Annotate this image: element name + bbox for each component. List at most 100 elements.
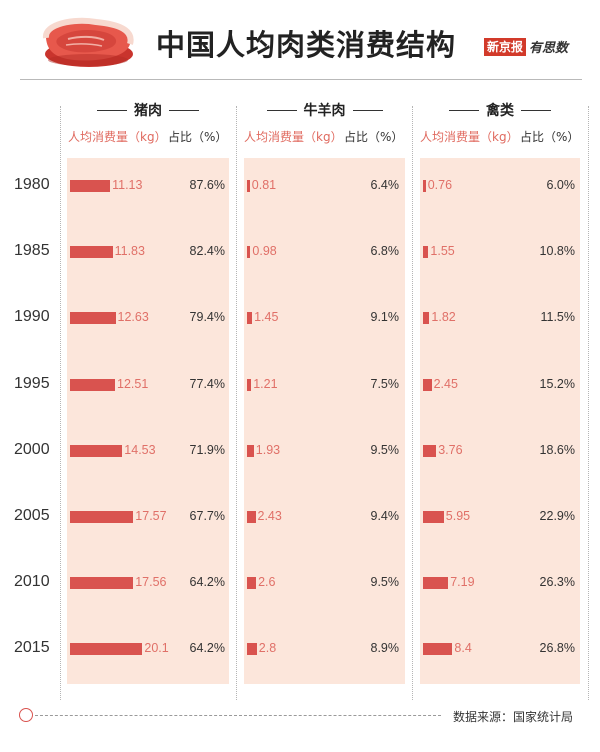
bar-poultry <box>423 643 453 655</box>
share-label-beef-mutton: 7.5% <box>370 377 400 391</box>
bar-poultry <box>423 180 426 192</box>
column-header-pork: 猪肉 <box>67 100 229 120</box>
bar-pork <box>70 246 113 258</box>
share-label-poultry: 18.6% <box>539 443 575 457</box>
brand-paper-label: 新京报 <box>484 37 527 56</box>
value-label-beef-mutton: 2.8 <box>258 641 277 655</box>
value-label-pork: 12.63 <box>117 310 149 324</box>
share-label-poultry: 26.3% <box>539 575 575 589</box>
bar-beef-mutton <box>247 312 253 324</box>
value-label-poultry: 5.95 <box>445 509 471 523</box>
column-background-pork <box>67 158 229 684</box>
value-label-beef-mutton: 1.21 <box>253 377 278 391</box>
column-background-beef-mutton <box>244 158 405 684</box>
share-label-beef-mutton: 9.5% <box>370 575 400 589</box>
column-header-poultry: 禽类 <box>420 100 580 120</box>
footer-circle-icon <box>19 708 33 722</box>
year-label: 1985 <box>14 242 50 259</box>
share-label-beef-mutton: 6.4% <box>370 178 400 192</box>
subheader-consumption: 人均消费量（kg） <box>420 130 519 144</box>
value-label-beef-mutton: 1.45 <box>254 310 279 324</box>
share-label-poultry: 22.9% <box>539 509 575 523</box>
subheader-consumption: 人均消费量（kg） <box>244 130 343 144</box>
subheader-share: 占比（%） <box>520 130 580 144</box>
bar-pork <box>70 445 123 457</box>
value-label-poultry: 2.45 <box>433 377 458 391</box>
bar-poultry <box>423 511 444 523</box>
share-label-beef-mutton: 9.5% <box>370 443 400 457</box>
column-divider <box>412 106 413 700</box>
bar-pork <box>70 312 116 324</box>
bar-beef-mutton <box>247 577 257 589</box>
share-label-poultry: 6.0% <box>546 178 576 192</box>
value-label-pork: 20.1 <box>144 641 169 655</box>
brand-logo: 新京报 有思数 <box>484 36 568 56</box>
year-label: 2010 <box>14 573 50 590</box>
bar-poultry <box>423 577 449 589</box>
share-label-pork: 79.4% <box>189 310 225 324</box>
column-header-beef-mutton: 牛羊肉 <box>244 100 405 120</box>
page-title: 中国人均肉类消费结构 <box>156 28 457 62</box>
share-label-poultry: 15.2% <box>539 377 575 391</box>
subheader-share: 占比（%） <box>168 130 228 144</box>
bar-beef-mutton <box>247 379 252 391</box>
bar-pork <box>70 643 143 655</box>
bar-beef-mutton <box>247 246 251 258</box>
value-label-pork: 14.53 <box>124 443 156 457</box>
value-label-poultry: 1.55 <box>430 244 455 258</box>
share-label-pork: 71.9% <box>189 443 225 457</box>
bar-pork <box>70 577 134 589</box>
bar-poultry <box>423 312 430 324</box>
column-divider <box>60 106 61 700</box>
column-title: 牛羊肉 <box>303 103 346 119</box>
year-label: 2015 <box>14 639 50 656</box>
year-label: 2000 <box>14 441 50 458</box>
value-label-pork: 17.57 <box>135 509 167 523</box>
share-label-pork: 67.7% <box>189 509 225 523</box>
share-label-pork: 64.2% <box>189 575 225 589</box>
value-label-pork: 11.13 <box>112 178 143 192</box>
value-label-pork: 11.83 <box>114 244 145 258</box>
meat-steak-icon <box>43 17 134 67</box>
bar-beef-mutton <box>247 180 250 192</box>
value-label-pork: 17.56 <box>135 575 167 589</box>
value-label-beef-mutton: 2.6 <box>258 575 276 589</box>
column-title: 禽类 <box>486 103 514 119</box>
bar-beef-mutton <box>247 511 256 523</box>
column-background-poultry <box>420 158 580 684</box>
bar-beef-mutton <box>247 643 257 655</box>
bar-poultry <box>423 379 432 391</box>
value-label-poultry: 7.19 <box>450 575 475 589</box>
subheader-consumption: 人均消费量（kg） <box>68 130 167 144</box>
value-label-pork: 12.51 <box>117 377 149 391</box>
column-divider <box>236 106 237 700</box>
share-label-poultry: 11.5% <box>540 310 575 324</box>
share-label-pork: 77.4% <box>189 377 225 391</box>
bar-beef-mutton <box>247 445 254 457</box>
bar-pork <box>70 511 134 523</box>
year-label: 1990 <box>14 308 50 325</box>
year-label: 1995 <box>14 375 50 392</box>
value-label-poultry: 3.76 <box>438 443 463 457</box>
subheader-share: 占比（%） <box>344 130 404 144</box>
value-label-poultry: 1.82 <box>431 310 456 324</box>
bar-pork <box>70 379 115 391</box>
bar-poultry <box>423 246 429 258</box>
year-label: 2005 <box>14 507 50 524</box>
value-label-poultry: 0.76 <box>427 178 453 192</box>
share-label-beef-mutton: 9.1% <box>370 310 400 324</box>
share-label-beef-mutton: 9.4% <box>370 509 400 523</box>
brand-script-label: 有思数 <box>529 41 569 56</box>
data-source: 数据来源：国家统计局 <box>453 710 574 724</box>
share-label-pork: 64.2% <box>189 641 225 655</box>
share-label-poultry: 10.8% <box>539 244 575 258</box>
value-label-poultry: 8.4 <box>454 641 472 655</box>
share-label-beef-mutton: 6.8% <box>370 244 400 258</box>
share-label-poultry: 26.8% <box>539 641 575 655</box>
bar-pork <box>70 180 111 192</box>
value-label-beef-mutton: 0.81 <box>251 178 277 192</box>
value-label-beef-mutton: 2.43 <box>257 509 282 523</box>
column-divider <box>588 106 589 700</box>
footer-divider <box>35 715 441 716</box>
value-label-beef-mutton: 0.98 <box>252 244 277 258</box>
